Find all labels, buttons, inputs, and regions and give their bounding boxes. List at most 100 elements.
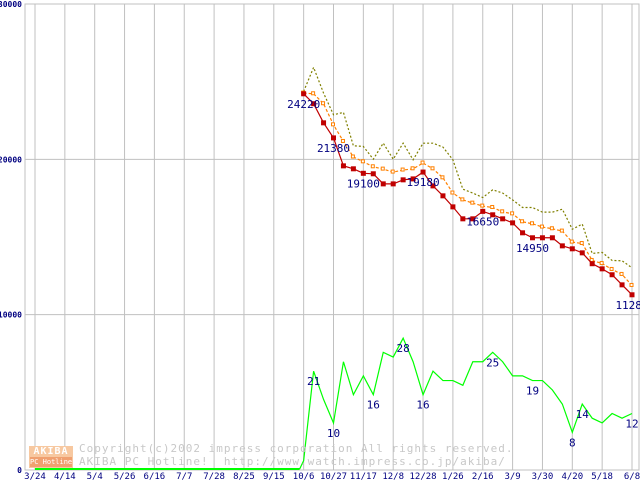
data-point-average: [331, 122, 335, 127]
data-point-min: [609, 272, 615, 278]
data-point-min: [450, 204, 456, 210]
data-point-min: [539, 235, 545, 241]
data-point-min: [420, 169, 426, 175]
data-point-average: [480, 203, 485, 208]
data-point-average: [460, 197, 465, 202]
data-point-min: [559, 243, 565, 249]
data-point-min: [440, 193, 446, 199]
data-point-min: [470, 216, 476, 222]
data-point-min: [370, 171, 376, 177]
data-point-average: [321, 101, 326, 106]
data-point-average: [350, 154, 355, 159]
data-point-average: [629, 282, 634, 287]
x-tick-label: 5/26: [114, 472, 136, 480]
data-point-average: [420, 160, 425, 165]
x-tick-label: 3/24: [24, 472, 46, 480]
series-line-min: [303, 93, 633, 296]
data-point-average: [410, 166, 415, 171]
akiba-logo: AKIBA PC Hotline!: [29, 446, 77, 468]
data-label-min: 16650: [466, 215, 499, 228]
data-point-min: [549, 235, 555, 241]
data-point-average: [360, 159, 365, 164]
data-point-average: [430, 166, 435, 171]
data-point-average: [490, 204, 495, 209]
x-tick-label: 5/18: [591, 472, 613, 480]
data-label-count: 10: [327, 427, 340, 440]
data-point-min: [380, 181, 386, 187]
data-point-min: [520, 230, 526, 236]
data-point-min: [331, 135, 336, 141]
data-point-min: [400, 177, 406, 183]
x-tick-label: 12/8: [382, 472, 404, 480]
data-point-min: [480, 208, 486, 214]
data-label-count: 12: [625, 418, 638, 431]
x-tick-label: 12/28: [410, 472, 437, 480]
logo-top-text: AKIBA: [33, 446, 69, 457]
data-point-average: [569, 239, 574, 244]
x-tick-label: 11/17: [350, 472, 377, 480]
x-tick-label: 3/9: [504, 472, 520, 480]
data-point-average: [579, 241, 584, 246]
data-point-average: [559, 228, 564, 233]
data-label-min: 19180: [406, 176, 439, 189]
data-label-count: 19: [526, 385, 539, 398]
data-point-min: [629, 292, 635, 298]
data-point-average: [530, 221, 534, 226]
data-point-average: [510, 211, 515, 216]
data-label-count: 16: [416, 399, 429, 412]
data-point-average: [520, 219, 525, 224]
copyright-watermark: Copyright(c)2002 impress corporation All…: [79, 442, 514, 455]
x-tick-label: 7/7: [176, 472, 192, 480]
data-point-average: [549, 226, 554, 231]
data-point-average: [539, 224, 544, 229]
data-point-average: [500, 209, 505, 214]
x-tick-label: 6/16: [144, 472, 166, 480]
y-tick-label: 20000: [0, 155, 22, 164]
data-point-average: [370, 164, 375, 169]
series-line-count: [299, 336, 633, 470]
y-tick-label: 10000: [0, 311, 22, 320]
data-point-average: [380, 166, 385, 171]
x-tick-label: 10/6: [293, 472, 315, 480]
data-label-min: 21380: [317, 142, 350, 155]
data-point-min: [321, 120, 327, 126]
plot-area: [24, 3, 640, 471]
data-point-average: [340, 138, 345, 143]
y-tick-label: 30000: [0, 0, 22, 9]
data-point-min: [301, 91, 307, 97]
y-tick-label: 0: [17, 466, 22, 475]
data-point-min: [360, 170, 366, 176]
data-point-min: [311, 101, 317, 107]
data-point-min: [599, 266, 605, 272]
data-label-min: 11280: [615, 299, 640, 312]
data-point-min: [569, 246, 575, 252]
series-line-average: [303, 92, 633, 286]
data-point-min: [390, 181, 396, 187]
site-watermark: AKIBA PC Hotline! http://www.watch.impre…: [79, 455, 506, 468]
x-tick-label: 4/20: [561, 472, 583, 480]
data-label-count: 16: [367, 399, 380, 412]
data-point-average: [599, 261, 604, 266]
data-label-min: 19100: [347, 177, 380, 190]
data-label-count: 21: [307, 375, 320, 388]
data-point-min: [340, 163, 346, 169]
data-point-min: [430, 183, 436, 189]
data-point-min: [510, 220, 516, 226]
logo-bottom-text: PC Hotline!: [30, 457, 77, 467]
x-tick-label: 8/25: [233, 472, 255, 480]
data-label-count: 14: [576, 408, 590, 421]
data-point-average: [440, 175, 445, 180]
x-tick-label: 4/14: [54, 472, 76, 480]
x-tick-label: 6/8: [624, 472, 640, 480]
data-label-min: 14950: [516, 242, 549, 255]
data-label-min: 24220: [287, 98, 320, 111]
data-label-count: 8: [569, 436, 576, 449]
data-point-min: [460, 216, 466, 222]
data-point-average: [390, 169, 395, 174]
data-label-count: 28: [397, 342, 410, 355]
data-label-count: 25: [486, 356, 499, 369]
x-tick-label: 10/27: [320, 472, 347, 480]
data-point-min: [490, 212, 496, 218]
data-point-min: [579, 250, 585, 256]
